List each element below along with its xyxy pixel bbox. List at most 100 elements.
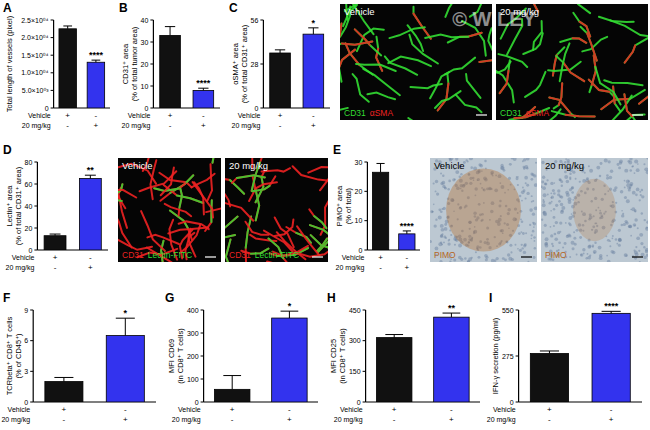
nucleus — [515, 244, 517, 246]
vessel-overlay — [500, 71, 509, 93]
nucleus — [432, 211, 434, 213]
error-bar — [308, 28, 318, 34]
nucleus — [522, 232, 525, 235]
y-tick-label: 10 — [141, 83, 149, 90]
bar — [372, 172, 388, 250]
nucleus — [569, 173, 571, 175]
nucleus — [636, 236, 640, 240]
nucleus — [433, 182, 435, 184]
scale-bar — [476, 114, 487, 115]
vessel-overlay — [573, 38, 587, 43]
nucleus — [466, 159, 468, 161]
nucleus — [550, 226, 552, 228]
panel-0: ATotal length of vessels (pixel)05.0×10⁰… — [3, 1, 110, 130]
condition-label: Vehicle — [8, 406, 31, 413]
scale-bar — [632, 114, 643, 115]
condition-label: 20 mg/kg — [1, 416, 30, 424]
vessel — [246, 222, 269, 235]
nucleus — [615, 238, 618, 241]
panel-5: FTCRbeta⁺ CD8⁺ T cells(% of CD45⁺)0369*V… — [1, 291, 156, 424]
nucleus — [533, 236, 536, 239]
bar — [59, 29, 76, 108]
nucleus — [646, 221, 648, 224]
vessel — [118, 190, 136, 199]
panel-8: IIFN-γ secretion (pg/ml)0275550****Vehic… — [487, 291, 642, 424]
nucleus — [441, 181, 445, 185]
vessel — [625, 37, 648, 63]
nucleus — [553, 192, 556, 195]
y-axis — [365, 310, 366, 402]
nucleus — [442, 185, 445, 188]
nucleus — [444, 227, 448, 231]
bar — [303, 34, 324, 108]
nucleus — [519, 195, 522, 198]
error-bar — [275, 50, 285, 53]
nucleus — [534, 247, 536, 249]
panel-letter: D — [3, 143, 12, 157]
nucleus — [550, 192, 552, 194]
nucleus — [436, 192, 439, 195]
bar — [530, 353, 568, 402]
condition-mark: + — [168, 111, 173, 120]
nucleus — [615, 202, 617, 204]
vessel — [595, 67, 620, 105]
nucleus — [447, 188, 449, 190]
condition-mark: - — [610, 405, 613, 414]
marks — [44, 175, 101, 250]
nucleus — [430, 210, 433, 213]
nucleus — [522, 187, 524, 189]
y-tick-label: 150 — [349, 368, 361, 375]
nucleus — [543, 193, 547, 197]
vessel — [488, 28, 492, 53]
error-cap — [385, 334, 403, 335]
condition-mark: + — [287, 415, 292, 424]
y-axis — [263, 20, 264, 108]
bar — [106, 336, 144, 402]
vessel-overlay — [625, 45, 636, 62]
vessel — [309, 209, 326, 228]
nucleus — [569, 256, 571, 258]
micrograph-bg — [430, 158, 537, 262]
nucleus — [530, 173, 533, 176]
panel-7: HMFI CD25(in CD8⁺ T cells)0150300450**Ve… — [327, 291, 480, 424]
nucleus — [438, 208, 441, 211]
nucleus — [544, 183, 547, 186]
nucleus — [443, 241, 445, 243]
nucleus — [520, 231, 522, 233]
y-tick-label: 450 — [349, 307, 361, 314]
micrograph-panel: VehicleCD31αSMA20 mg/kgCD31αSMA — [317, 0, 650, 138]
error-bar — [198, 88, 208, 90]
nucleus — [542, 231, 544, 233]
nucleus — [643, 163, 645, 165]
nucleus — [571, 241, 575, 245]
nucleus — [587, 253, 589, 255]
nucleus — [628, 224, 632, 228]
y-tick-label: 9 — [24, 307, 28, 314]
error-stem — [170, 27, 171, 36]
condition-label: 20 mg/kg — [122, 122, 151, 130]
nucleus — [526, 184, 529, 187]
nucleus — [612, 235, 614, 237]
condition-label: Vehicle — [493, 406, 516, 413]
nucleus — [637, 227, 639, 229]
bar — [592, 313, 630, 402]
nucleus — [460, 173, 462, 175]
watermark: © WILEY — [452, 8, 536, 30]
nucleus — [594, 242, 596, 244]
nucleus — [529, 208, 533, 212]
nucleus — [449, 261, 451, 262]
y-tick-label: 3 — [24, 368, 28, 375]
nucleus — [560, 203, 563, 206]
y-tick-label: 1.0×10⁰⁴ — [21, 69, 48, 76]
condition-label: Vehicle — [12, 254, 35, 261]
nucleus — [571, 186, 574, 189]
vessel — [445, 58, 475, 75]
nucleus — [617, 163, 620, 166]
error-stem — [313, 28, 314, 34]
vessel — [141, 211, 165, 251]
nucleus — [606, 174, 609, 177]
y-axis-label: TCRbeta⁺ CD8⁺ T cells — [5, 317, 14, 396]
micrograph-texture — [225, 158, 328, 262]
nucleus — [467, 260, 470, 262]
y-tick-label: 60 — [25, 181, 33, 188]
